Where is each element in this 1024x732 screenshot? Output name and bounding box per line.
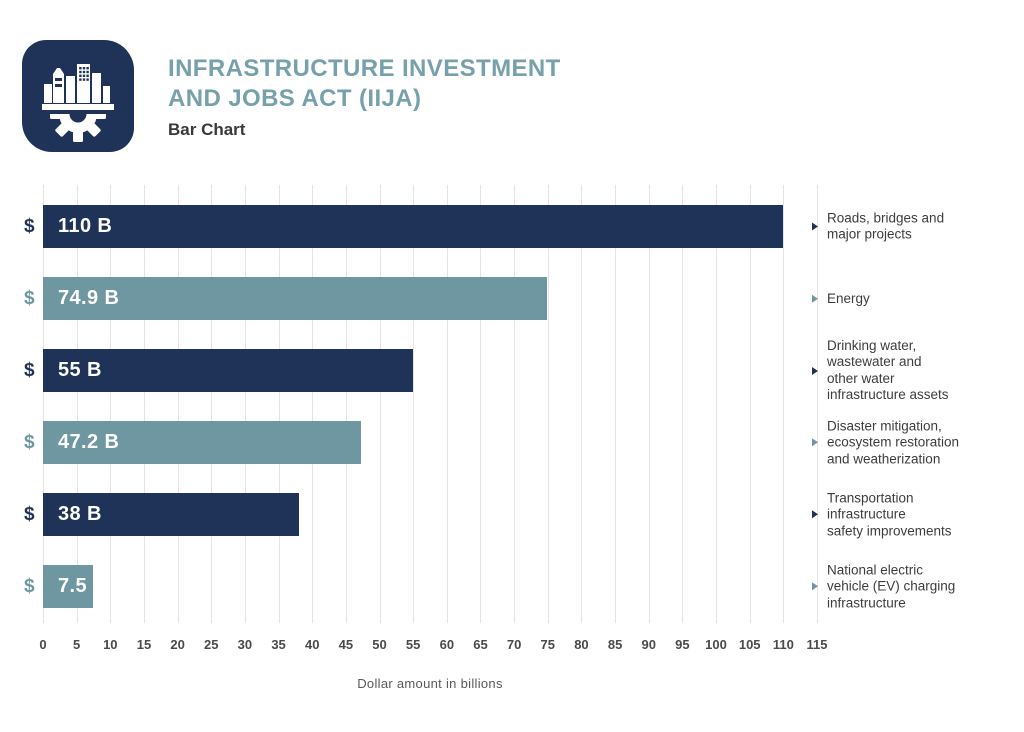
bar-2[interactable]: 55 B xyxy=(43,349,414,392)
x-tick-90: 90 xyxy=(641,637,656,652)
dollar-sign-0: $ xyxy=(24,215,35,237)
arrow-right-icon xyxy=(812,582,818,591)
city-gear-logo-icon xyxy=(42,64,114,142)
gridline-60 xyxy=(446,185,448,623)
gridline-35 xyxy=(278,185,280,623)
gridline-45 xyxy=(345,185,347,623)
chart-type-subtitle: Bar Chart xyxy=(168,120,246,139)
x-tick-60: 60 xyxy=(439,637,455,652)
x-tick-25: 25 xyxy=(204,637,219,652)
legend-label: Roads, bridges and major projects xyxy=(827,210,945,242)
x-tick-65: 65 xyxy=(473,637,488,652)
bar-4[interactable]: 38 B xyxy=(43,493,299,536)
x-tick-105: 105 xyxy=(738,637,761,652)
x-tick-45: 45 xyxy=(338,637,354,652)
bar-3[interactable]: 47.2 B xyxy=(43,421,361,464)
bar-0[interactable]: 110 B xyxy=(43,205,784,248)
x-tick-85: 85 xyxy=(607,637,623,652)
bar-value-label: 110 B xyxy=(58,215,113,237)
x-tick-115: 115 xyxy=(806,637,828,652)
x-tick-10: 10 xyxy=(103,637,118,652)
dollar-sign-1: $ xyxy=(24,287,35,309)
x-axis-ticks: 0 5 10 15 20 25 30 35 40 45 50 55 60 65 70 75 80 85 90 95 10… xyxy=(39,637,827,655)
gridline-65 xyxy=(480,185,482,623)
plot-area: 110 B 74.9 B 55 B 47.2 B 38 B 7.5 B xyxy=(43,185,818,623)
bar-value-label: 7.5 B xyxy=(58,575,108,597)
gridline-0 xyxy=(43,185,44,623)
x-tick-95: 95 xyxy=(675,637,690,652)
arrow-right-icon xyxy=(812,438,818,447)
x-tick-20: 20 xyxy=(170,637,185,652)
gridline-75 xyxy=(547,185,549,623)
gridline-20 xyxy=(177,185,179,623)
city-gear-logo xyxy=(22,40,134,152)
legend-item-5: National electric vehicle (EV) charging … xyxy=(812,562,1009,612)
legend-item-4: Transportation infrastructure safety imp… xyxy=(812,490,1009,540)
legend-label: Drinking water, wastewater and other wat… xyxy=(827,337,949,403)
bar-value-label: 38 B xyxy=(58,503,102,525)
gridline-70 xyxy=(514,185,516,623)
x-axis-title: Dollar amount in billions xyxy=(357,676,503,691)
gridline-50 xyxy=(379,185,381,623)
gridline-90 xyxy=(648,185,650,623)
bar-value-label: 74.9 B xyxy=(58,287,120,309)
gridline-30 xyxy=(244,185,246,623)
legend-label: Disaster mitigation, ecosystem restorati… xyxy=(827,417,960,466)
gridline-100 xyxy=(716,185,718,623)
gridline-105 xyxy=(749,185,751,623)
legend-item-3: Disaster mitigation, ecosystem restorati… xyxy=(812,418,1009,468)
arrow-right-icon xyxy=(812,510,818,519)
gridline-15 xyxy=(143,185,145,623)
x-tick-40: 40 xyxy=(304,637,320,652)
x-tick-75: 75 xyxy=(540,637,555,652)
page-title-line1: INFRASTRUCTURE INVESTMENT xyxy=(168,55,561,82)
legend-item-2: Drinking water, wastewater and other wat… xyxy=(812,338,1009,404)
dollar-sign-5: $ xyxy=(24,575,35,597)
x-tick-5: 5 xyxy=(73,637,81,652)
gridline-40 xyxy=(312,185,314,623)
legend-label: Energy xyxy=(827,290,870,306)
x-tick-80: 80 xyxy=(574,637,589,652)
x-tick-70: 70 xyxy=(506,637,522,652)
gridline-25 xyxy=(211,185,213,623)
bar-5[interactable]: 7.5 B xyxy=(43,565,107,608)
gridline-95 xyxy=(682,185,684,623)
bar-value-label: 47.2 B xyxy=(58,431,120,453)
header: INFRASTRUCTURE INVESTMENT AND JOBS ACT (… xyxy=(168,54,561,140)
gridline-80 xyxy=(581,185,583,623)
arrow-right-icon xyxy=(812,294,818,303)
gridline-10 xyxy=(110,185,112,623)
dollar-sign-3: $ xyxy=(24,431,35,453)
page-title: INFRASTRUCTURE INVESTMENT AND JOBS ACT (… xyxy=(168,54,561,114)
x-tick-50: 50 xyxy=(372,637,387,652)
x-tick-30: 30 xyxy=(237,637,253,652)
gridline-5 xyxy=(76,185,78,623)
arrow-right-icon xyxy=(812,222,818,231)
legend-label: National electric vehicle (EV) charging … xyxy=(827,561,956,610)
gridline-85 xyxy=(615,185,617,623)
bar-1[interactable]: 74.9 B xyxy=(43,277,548,320)
page-title-line2: AND JOBS ACT (IIJA) xyxy=(168,85,422,112)
legend-item-1: Energy xyxy=(812,290,1009,307)
gridline-115 xyxy=(817,185,818,623)
x-tick-15: 15 xyxy=(136,637,152,652)
dollar-sign-4: $ xyxy=(24,503,35,525)
legend-label: Transportation infrastructure safety imp… xyxy=(827,489,952,538)
x-tick-35: 35 xyxy=(271,637,286,652)
x-tick-0: 0 xyxy=(39,637,47,652)
x-tick-100: 100 xyxy=(705,637,727,652)
bar-value-label: 55 B xyxy=(58,359,102,381)
gridline-110 xyxy=(783,185,785,623)
gridline-55 xyxy=(413,185,415,623)
dollar-sign-2: $ xyxy=(24,359,35,381)
x-tick-55: 55 xyxy=(405,637,421,652)
legend-item-0: Roads, bridges and major projects xyxy=(812,210,1009,243)
arrow-right-icon xyxy=(812,366,818,375)
x-tick-110: 110 xyxy=(772,637,794,652)
